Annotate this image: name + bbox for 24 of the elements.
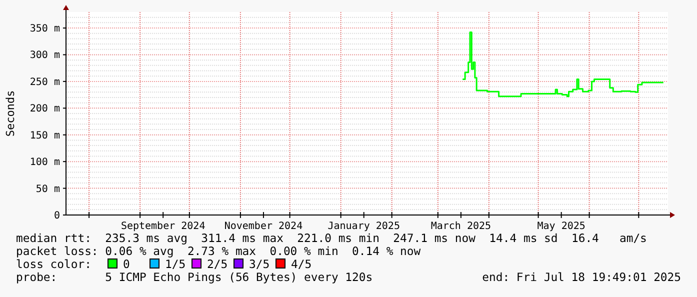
y-tick-label: 100 m <box>30 157 60 168</box>
legend-label: 0 <box>123 257 130 271</box>
y-tick-label: 150 m <box>30 130 60 142</box>
text: probe: 5 ICMP Echo Pings (56 Bytes) every 120s <box>16 270 373 284</box>
y-tick-label: 0 <box>54 210 60 222</box>
legend-label: 3/5 <box>249 257 270 271</box>
text: median rtt: 235.3 ms avg 311.4 ms max 221.0 ms min 247.1 ms now 14.4 ms sd 16.4 am/s <box>16 231 647 245</box>
x-tick-label: March 2025 <box>430 221 492 232</box>
y-tick-label: 50 m <box>36 184 60 195</box>
y-axis-title: Seconds <box>4 90 17 137</box>
legend-label: 4/5 <box>291 257 312 271</box>
y-tick-label: 300 m <box>30 50 60 62</box>
y-tick-label: 200 m <box>30 104 60 115</box>
text: end: Fri Jul 18 19:49:01 2025 <box>482 270 681 284</box>
x-tick-label: November 2024 <box>224 221 303 232</box>
x-tick-label: May 2025 <box>537 221 586 232</box>
x-tick-label: January 2025 <box>328 221 400 232</box>
legend-label: 1/5 <box>165 257 186 271</box>
x-tick-label: September 2024 <box>120 221 206 232</box>
y-tick-label: 350 m <box>30 24 60 35</box>
text: packet loss: 0.06 % avg 2.73 % max 0.00 % min 0.14 % now <box>16 244 421 258</box>
legend-label: 2/5 <box>207 257 228 271</box>
legend-title: loss color: <box>16 257 92 271</box>
y-tick-label: 250 m <box>30 76 60 88</box>
